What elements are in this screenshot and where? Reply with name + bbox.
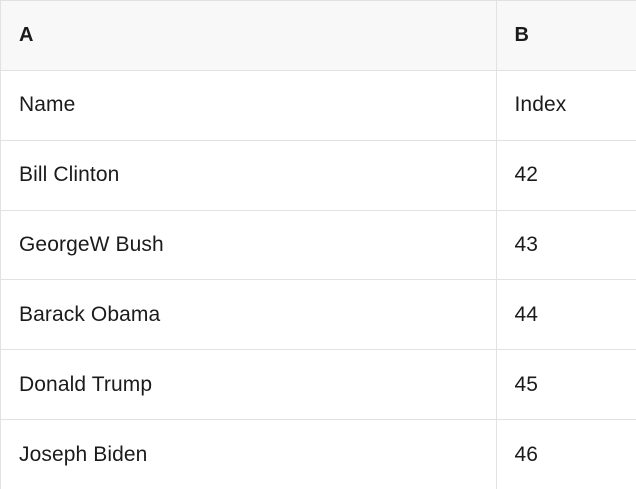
table-row: GeorgeW Bush 43	[1, 210, 636, 281]
cell-b3-index[interactable]: 43	[514, 233, 539, 256]
cell-a4-name[interactable]: Barack Obama	[1, 280, 497, 350]
table-row: Barack Obama 44	[1, 280, 636, 351]
table-row: Joseph Biden 46	[1, 420, 636, 489]
column-header-a[interactable]: A	[1, 1, 497, 70]
cell-b2-index[interactable]: 42	[514, 163, 539, 187]
cell-b5-index[interactable]: 45	[514, 372, 539, 396]
cell-b4-index[interactable]: 44	[514, 302, 539, 326]
cell-a5-name[interactable]: Donald Trump	[1, 350, 497, 420]
cell-b6-index[interactable]: 46	[514, 442, 539, 466]
table-row: Bill Clinton 42	[1, 140, 636, 211]
cell-a3-name[interactable]: GeorgeW Bush	[1, 210, 497, 280]
cell-a1-name-header[interactable]: Name	[1, 70, 497, 140]
cell-a6-name[interactable]: Joseph Biden	[1, 420, 497, 489]
table-row: Name Index	[1, 70, 636, 141]
table-row: Donald Trump 45	[1, 350, 636, 421]
cell-b1-index-header[interactable]: Index	[514, 93, 567, 117]
column-header-b[interactable]: B	[514, 23, 530, 46]
cell-a2-name[interactable]: Bill Clinton	[1, 140, 497, 210]
column-header-row: A B	[1, 1, 636, 71]
